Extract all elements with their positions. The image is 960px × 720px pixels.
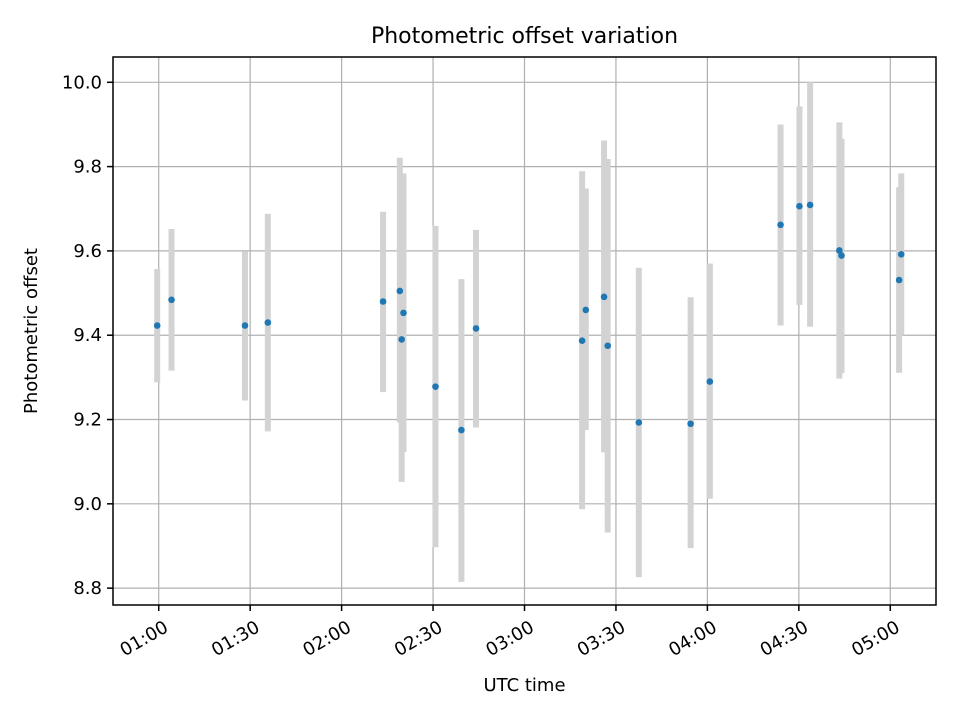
data-point — [836, 247, 843, 254]
y-tick-label: 9.4 — [73, 325, 102, 346]
y-tick-label: 9.0 — [73, 494, 102, 515]
data-point — [396, 287, 404, 295]
data-point — [472, 325, 480, 332]
data-point — [604, 342, 612, 350]
data-point — [264, 319, 272, 326]
data-point — [806, 201, 814, 209]
data-point — [153, 322, 161, 329]
y-axis: 8.8 9.0 9.2 9.4 9.6 9.8 10.0 — [62, 72, 113, 599]
data-point — [687, 420, 694, 428]
data-point — [379, 298, 387, 305]
data-point — [838, 252, 845, 259]
data-point — [458, 426, 465, 434]
y-tick-label: 9.8 — [73, 157, 102, 178]
y-tick-label: 9.6 — [73, 241, 102, 262]
data-point — [600, 293, 608, 301]
y-tick-label: 9.2 — [73, 410, 102, 431]
x-axis-label: UTC time — [483, 675, 565, 696]
y-axis-label: Photometric offset — [21, 248, 42, 414]
y-tick-label: 8.8 — [73, 578, 102, 599]
data-point — [777, 221, 784, 229]
data-point — [897, 250, 905, 258]
data-point — [241, 322, 249, 329]
y-tick-label: 10.0 — [62, 72, 102, 93]
data-points — [153, 201, 905, 434]
data-point — [706, 378, 714, 385]
data-point — [895, 276, 903, 284]
data-point — [398, 336, 405, 343]
data-point — [168, 296, 175, 304]
data-point — [796, 202, 803, 210]
data-point — [582, 306, 590, 314]
chart-title: Photometric offset variation — [371, 24, 678, 49]
data-point — [432, 383, 439, 390]
data-point — [635, 419, 643, 426]
data-point — [400, 309, 407, 317]
data-point — [578, 337, 586, 344]
